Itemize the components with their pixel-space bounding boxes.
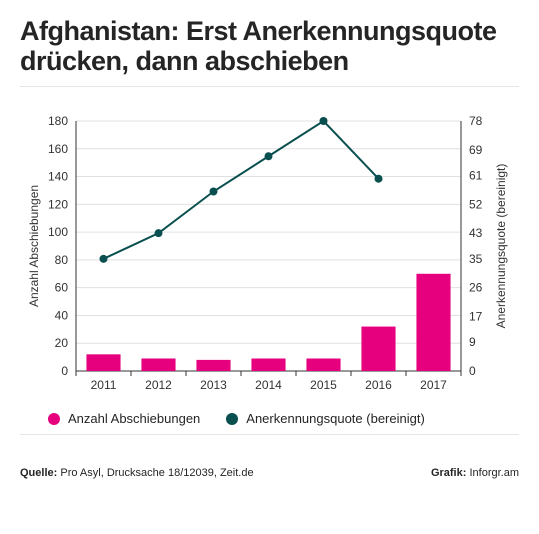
chart-footer: Quelle: Pro Asyl, Drucksache 18/12039, Z… xyxy=(20,449,519,479)
svg-text:43: 43 xyxy=(469,227,483,241)
legend-item-line: Anerkennungsquote (bereinigt) xyxy=(226,411,425,426)
combo-chart: 0 20 40 60 80 100 120 140 160 180 0 9 17 26 35 43 52 61 69… xyxy=(20,101,519,401)
svg-text:160: 160 xyxy=(48,142,68,156)
svg-text:26: 26 xyxy=(469,281,483,295)
svg-text:100: 100 xyxy=(48,226,68,240)
footer-source: Quelle: Pro Asyl, Drucksache 18/12039, Z… xyxy=(20,467,254,479)
svg-text:0: 0 xyxy=(469,364,476,378)
svg-text:2017: 2017 xyxy=(420,378,447,392)
page-title: Afghanistan: Erst Anerkennungsquote drüc… xyxy=(20,16,519,76)
svg-text:140: 140 xyxy=(48,170,68,184)
credit-label: Grafik: xyxy=(431,467,466,479)
legend-dot-line xyxy=(226,413,238,425)
footer-divider xyxy=(20,434,519,435)
svg-text:180: 180 xyxy=(48,114,68,128)
svg-text:2013: 2013 xyxy=(200,378,227,392)
svg-text:2011: 2011 xyxy=(91,378,117,392)
svg-text:78: 78 xyxy=(469,114,483,128)
svg-text:2014: 2014 xyxy=(255,378,282,392)
svg-text:69: 69 xyxy=(469,143,483,157)
credit-text: Inforgr.am xyxy=(469,467,519,479)
legend-item-bars: Anzahl Abschiebungen xyxy=(48,411,200,426)
legend-dot-bars xyxy=(48,413,60,425)
chart-legend: Anzahl Abschiebungen Anerkennungsquote (… xyxy=(20,401,519,426)
source-text: Pro Asyl, Drucksache 18/12039, Zeit.de xyxy=(60,467,253,479)
svg-text:61: 61 xyxy=(469,169,483,183)
svg-text:52: 52 xyxy=(469,198,483,212)
svg-text:Anzahl Abschiebungen: Anzahl Abschiebungen xyxy=(27,185,41,307)
legend-label-bars: Anzahl Abschiebungen xyxy=(68,411,200,426)
svg-text:120: 120 xyxy=(48,198,68,212)
svg-text:2016: 2016 xyxy=(365,378,392,392)
svg-text:40: 40 xyxy=(55,309,69,323)
svg-text:9: 9 xyxy=(469,336,476,350)
svg-text:20: 20 xyxy=(55,337,69,351)
footer-credit: Grafik: Inforgr.am xyxy=(431,467,519,479)
source-label: Quelle: xyxy=(20,467,57,479)
svg-text:80: 80 xyxy=(55,253,69,267)
svg-text:17: 17 xyxy=(469,310,483,324)
chart-container: 0 20 40 60 80 100 120 140 160 180 0 9 17 26 35 43 52 61 69… xyxy=(20,101,519,401)
svg-text:Anerkennungsquote (bereinigt): Anerkennungsquote (bereinigt) xyxy=(494,164,508,329)
svg-text:35: 35 xyxy=(469,252,483,266)
svg-text:2012: 2012 xyxy=(145,378,172,392)
svg-text:0: 0 xyxy=(61,364,68,378)
legend-label-line: Anerkennungsquote (bereinigt) xyxy=(246,411,425,426)
title-divider xyxy=(20,86,519,87)
svg-text:2015: 2015 xyxy=(310,378,337,392)
svg-text:60: 60 xyxy=(55,281,69,295)
